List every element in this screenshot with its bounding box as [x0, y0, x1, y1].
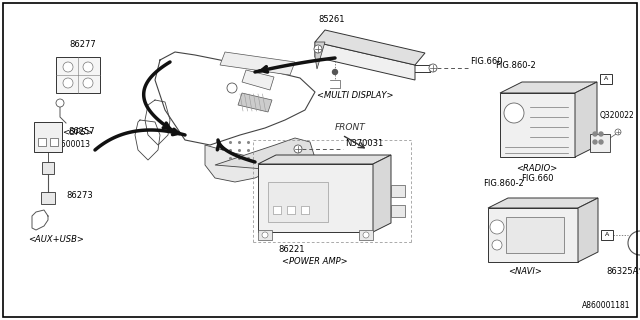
FancyBboxPatch shape — [601, 230, 613, 240]
FancyBboxPatch shape — [38, 138, 46, 146]
FancyBboxPatch shape — [34, 122, 62, 152]
Circle shape — [593, 140, 597, 144]
Polygon shape — [215, 138, 315, 172]
Circle shape — [83, 78, 93, 88]
Text: <GPS>: <GPS> — [63, 128, 93, 137]
Circle shape — [83, 62, 93, 72]
FancyBboxPatch shape — [600, 74, 612, 84]
Circle shape — [262, 232, 268, 238]
Text: Q320022: Q320022 — [600, 111, 635, 120]
Polygon shape — [238, 93, 272, 112]
Circle shape — [333, 69, 337, 75]
Polygon shape — [315, 30, 425, 65]
Polygon shape — [500, 93, 575, 157]
Circle shape — [314, 45, 322, 53]
Polygon shape — [258, 155, 391, 164]
Text: A860001181: A860001181 — [582, 301, 630, 310]
Text: N370031: N370031 — [345, 139, 383, 148]
Polygon shape — [575, 82, 597, 157]
FancyBboxPatch shape — [391, 205, 405, 217]
Polygon shape — [500, 82, 597, 93]
Polygon shape — [258, 164, 373, 232]
FancyBboxPatch shape — [258, 230, 272, 240]
Text: FIG.660: FIG.660 — [521, 174, 553, 183]
Text: <RADIO>: <RADIO> — [516, 164, 557, 173]
FancyBboxPatch shape — [391, 185, 405, 197]
Polygon shape — [488, 198, 598, 208]
Text: 86277: 86277 — [70, 40, 97, 49]
Text: A: A — [604, 76, 608, 82]
Circle shape — [429, 64, 437, 72]
Circle shape — [492, 240, 502, 250]
Text: <NAVI>: <NAVI> — [508, 267, 542, 276]
Circle shape — [363, 232, 369, 238]
Text: A: A — [605, 233, 609, 237]
FancyBboxPatch shape — [42, 162, 54, 174]
Text: FIG.860-2: FIG.860-2 — [495, 61, 536, 70]
Circle shape — [490, 220, 504, 234]
Circle shape — [593, 132, 597, 136]
FancyBboxPatch shape — [41, 192, 55, 204]
Circle shape — [615, 129, 621, 135]
Circle shape — [56, 99, 64, 107]
Polygon shape — [488, 208, 578, 262]
Text: FRONT: FRONT — [335, 123, 365, 132]
Text: 86273: 86273 — [66, 191, 93, 200]
FancyBboxPatch shape — [273, 206, 281, 214]
FancyBboxPatch shape — [56, 57, 100, 93]
Polygon shape — [578, 198, 598, 262]
Text: 86325A*B: 86325A*B — [606, 267, 640, 276]
Text: 86257: 86257 — [68, 127, 95, 136]
Polygon shape — [205, 145, 270, 182]
Text: 85261: 85261 — [318, 15, 344, 24]
Circle shape — [504, 103, 524, 123]
Polygon shape — [242, 70, 274, 90]
FancyBboxPatch shape — [506, 217, 564, 253]
Text: FIG.660: FIG.660 — [470, 57, 502, 66]
Circle shape — [63, 62, 73, 72]
Polygon shape — [220, 52, 295, 75]
Text: Q500013: Q500013 — [56, 140, 90, 149]
Circle shape — [599, 132, 603, 136]
Circle shape — [294, 145, 302, 153]
Text: FIG.860-2: FIG.860-2 — [483, 179, 524, 188]
FancyBboxPatch shape — [268, 182, 328, 222]
Text: <AUX+USB>: <AUX+USB> — [28, 235, 84, 244]
Text: 86221: 86221 — [278, 245, 305, 254]
FancyBboxPatch shape — [50, 138, 58, 146]
FancyBboxPatch shape — [590, 134, 610, 152]
Polygon shape — [373, 155, 391, 232]
Circle shape — [63, 78, 73, 88]
FancyBboxPatch shape — [359, 230, 373, 240]
Text: <POWER AMP>: <POWER AMP> — [282, 257, 348, 266]
Text: <MULTI DISPLAY>: <MULTI DISPLAY> — [317, 91, 393, 100]
FancyBboxPatch shape — [287, 206, 295, 214]
Circle shape — [227, 83, 237, 93]
FancyBboxPatch shape — [301, 206, 309, 214]
Circle shape — [599, 140, 603, 144]
Polygon shape — [315, 42, 325, 69]
Polygon shape — [315, 42, 415, 80]
